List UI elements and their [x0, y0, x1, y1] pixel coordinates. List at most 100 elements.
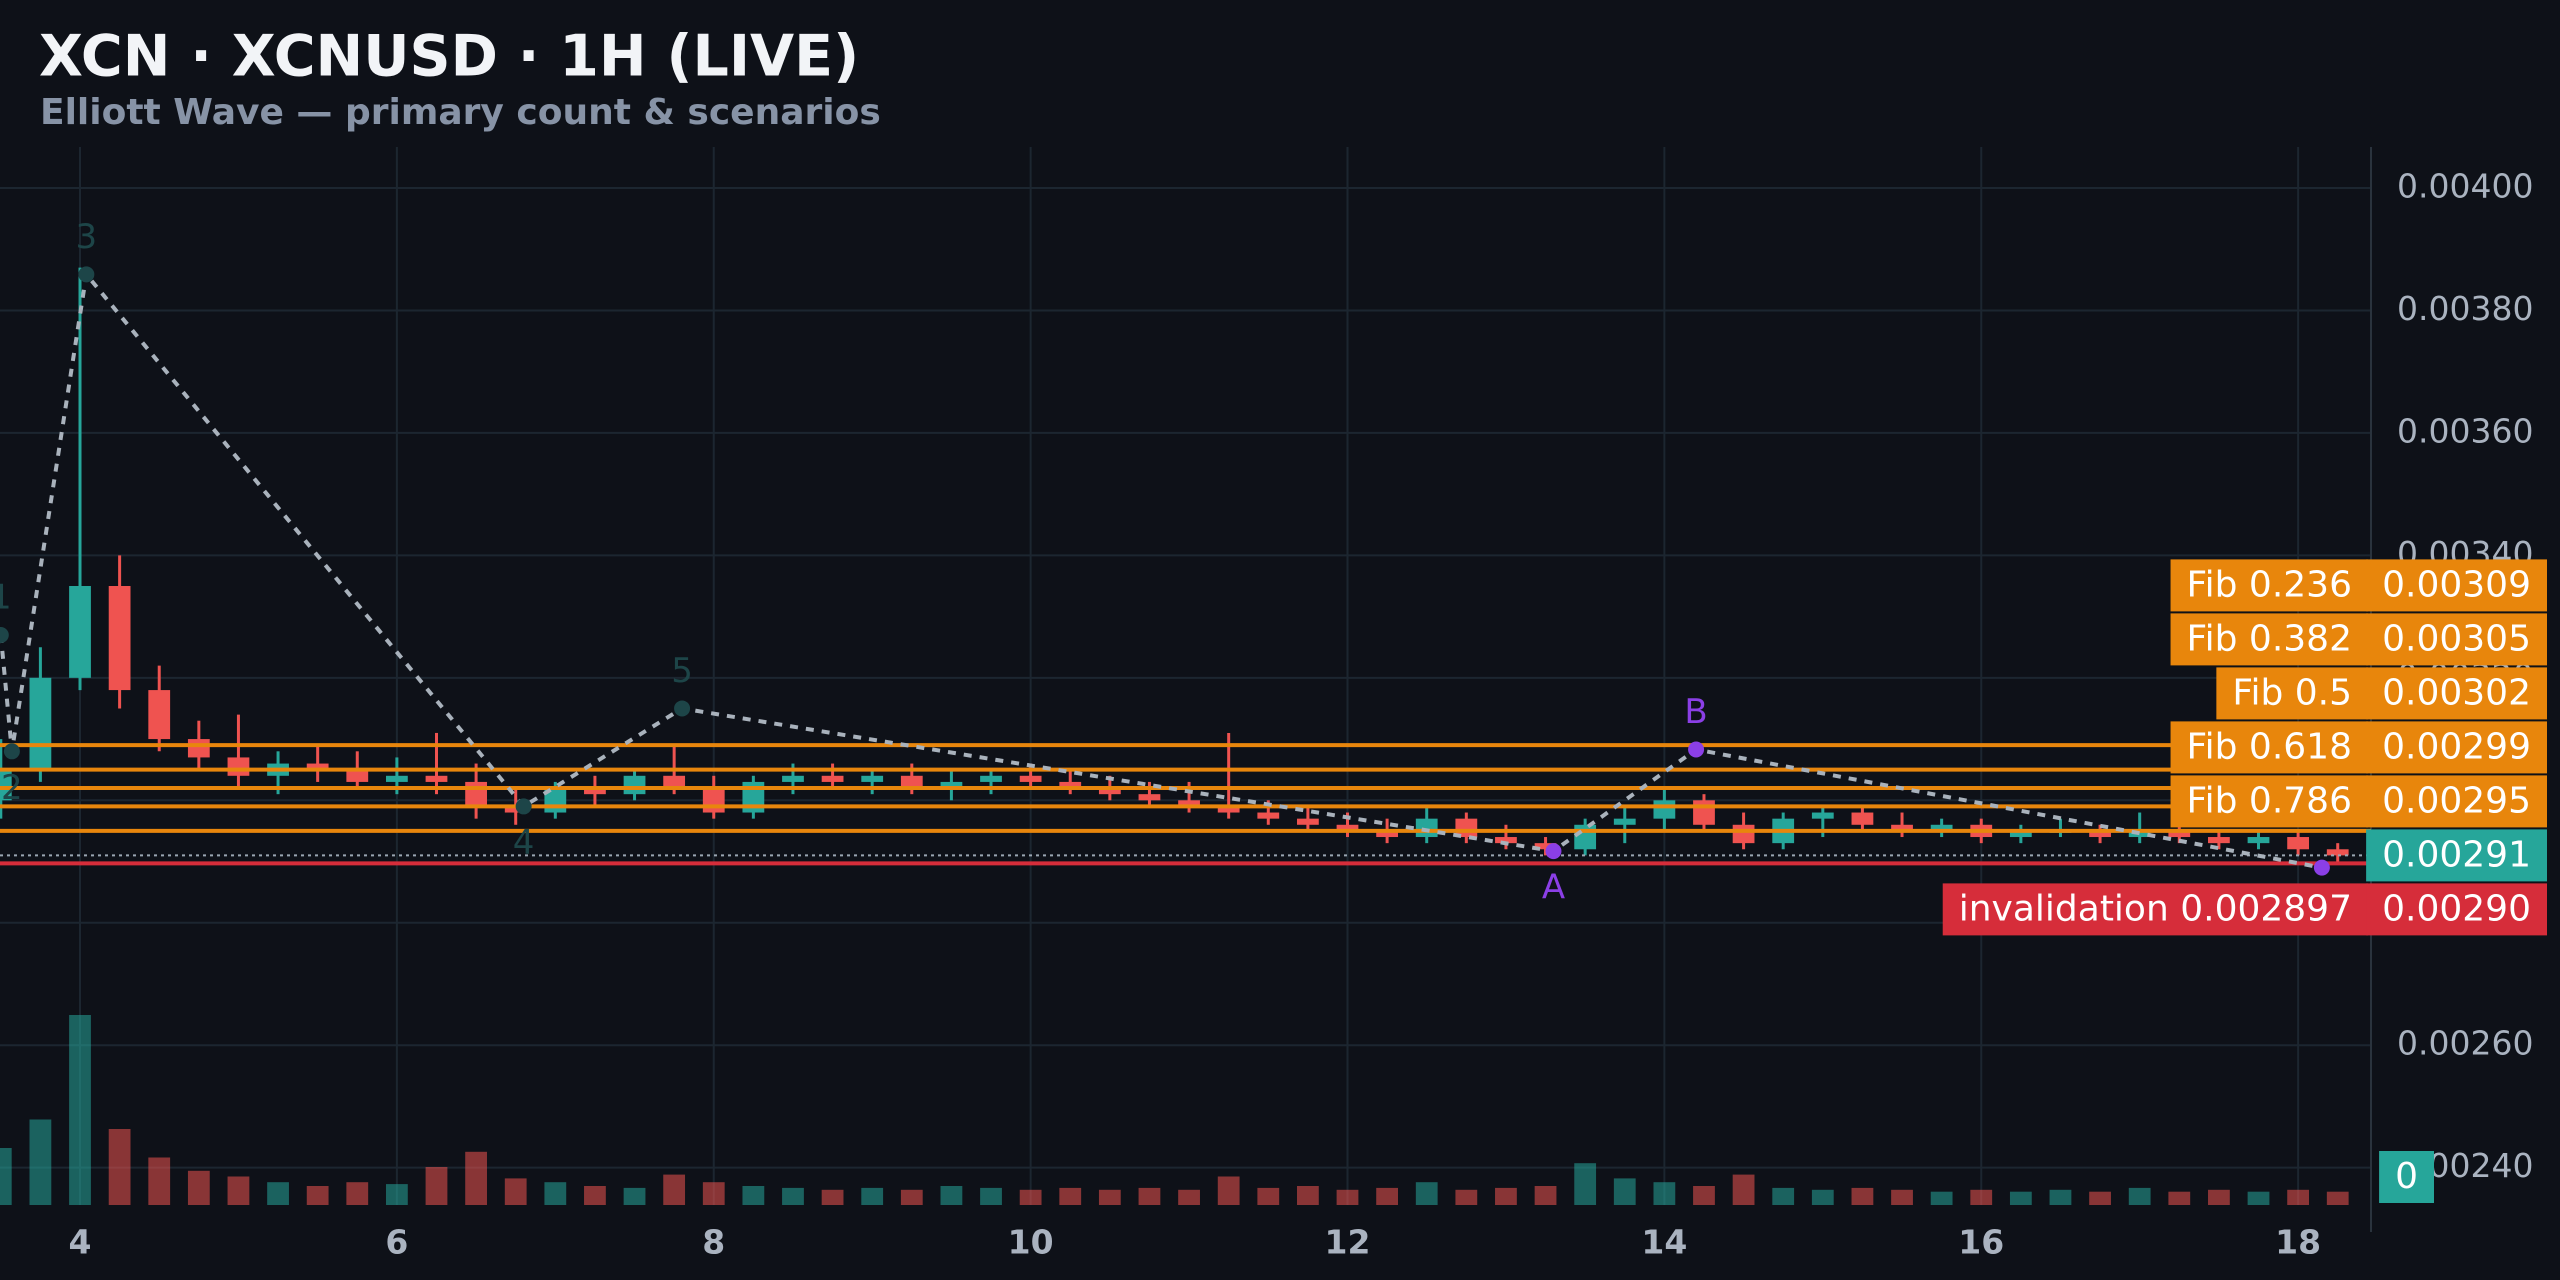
fib-price-text: 0.00302 [2382, 672, 2531, 713]
candle-body [861, 775, 884, 782]
volume-bar [1257, 1187, 1280, 1205]
fib-name-box [2170, 775, 2368, 828]
volume-bar [2168, 1191, 2191, 1205]
volume-bar [2247, 1191, 2270, 1205]
volume-bar [2326, 1191, 2349, 1205]
invalidation-price-box [2366, 883, 2547, 936]
candle-body [108, 585, 131, 691]
volume-bar [2009, 1191, 2032, 1205]
candle-body [1693, 800, 1715, 825]
fib-name-text: Fib 0.618 [2187, 726, 2352, 767]
candle-body [2287, 837, 2310, 850]
x-tick-label: 4 [69, 1223, 92, 1262]
candle-body [782, 775, 804, 782]
fib-name-box [2170, 613, 2368, 666]
wave-point [1688, 741, 1705, 758]
volume-bar [2049, 1189, 2072, 1205]
candle-body [1851, 812, 1874, 825]
volume-bar [1772, 1187, 1795, 1205]
candle-body [148, 690, 171, 740]
candle-body [306, 763, 329, 770]
last-volume-box [2379, 1151, 2434, 1203]
candle-body [1138, 794, 1161, 801]
candle-body [1891, 824, 1913, 831]
volume-bar [1019, 1189, 1042, 1205]
volume-bar [1693, 1186, 1715, 1205]
volume-bar [267, 1182, 289, 1205]
volume-bar [425, 1167, 448, 1205]
candle-body [1059, 781, 1082, 789]
volume-bar [108, 1129, 131, 1205]
candle-body [504, 806, 527, 813]
volume-bar [663, 1174, 686, 1205]
volume-bar [504, 1178, 527, 1205]
candle-body [2326, 849, 2349, 856]
volume-bar [1534, 1186, 1557, 1205]
candle-body [2089, 830, 2111, 838]
fib-price-box [2366, 559, 2547, 612]
volume-bar [1217, 1176, 1240, 1205]
invalidation-name-box [1942, 883, 2368, 936]
volume-bar [1930, 1191, 1953, 1205]
volume-bar [2287, 1189, 2310, 1205]
volume-bar [306, 1186, 329, 1205]
volume-bar [1178, 1189, 1200, 1205]
candle-body [2247, 837, 2270, 844]
invalidation-name-text: invalidation 0.002897 [1959, 888, 2352, 929]
volume-bar [1138, 1187, 1161, 1205]
last-price-box [2366, 829, 2547, 882]
candle-body [1574, 824, 1597, 850]
chart-title: XCN · XCNUSD · 1H (LIVE) [39, 24, 859, 90]
wave-label: 2 [1, 768, 23, 808]
y-tick-label: 0.00260 [2397, 1024, 2533, 1063]
fib-price-text: 0.00305 [2382, 618, 2531, 659]
fib-name-text: Fib 0.5 [2232, 672, 2352, 713]
candle-body [940, 781, 963, 789]
candle-body [1930, 824, 1953, 831]
candle-body [0, 769, 12, 801]
candle-body [187, 739, 210, 758]
wave-point [674, 700, 691, 717]
wave-label: 1 [0, 577, 12, 617]
candle-body [623, 775, 646, 795]
fib-name-box [2170, 721, 2368, 774]
last-price-text: 0.00291 [2382, 834, 2531, 875]
candle-body [1019, 775, 1042, 782]
volume-bar [940, 1186, 963, 1205]
volume-bar [584, 1186, 606, 1205]
invalidation-price-text: 0.00290 [2382, 888, 2531, 929]
candle-body [2009, 830, 2032, 838]
wave-label: 5 [671, 651, 693, 691]
candle-body [385, 775, 408, 782]
candle-body [1217, 806, 1240, 813]
candle-body [1178, 800, 1200, 807]
volume-bar [1415, 1182, 1438, 1205]
volume-bar [1296, 1186, 1319, 1205]
volume-bar [187, 1170, 210, 1205]
volume-bar [2208, 1189, 2230, 1205]
y-tick-label: 0.00360 [2397, 411, 2533, 450]
volume-bar [2089, 1191, 2111, 1205]
volume-bar [1336, 1189, 1359, 1205]
x-tick-label: 12 [1325, 1223, 1371, 1262]
volume-bar [1613, 1178, 1636, 1205]
volume-bar [1653, 1182, 1676, 1205]
candle-body [425, 775, 448, 782]
fib-name-text: Fib 0.236 [2187, 564, 2352, 605]
candle-body [663, 775, 686, 789]
candle-body [1653, 800, 1676, 819]
wave-point [3, 743, 20, 760]
candle-body [1732, 824, 1755, 844]
volume-bar [1495, 1187, 1517, 1205]
candle-body [584, 788, 606, 795]
candle-body [1376, 830, 1399, 838]
volume-bar [1891, 1189, 1913, 1205]
wave-point [515, 798, 532, 815]
volume-bar [148, 1157, 171, 1205]
volume-bar [1851, 1187, 1874, 1205]
fib-price-text: 0.00309 [2382, 564, 2531, 605]
volume-bar [1970, 1189, 1993, 1205]
volume-bar [623, 1187, 646, 1205]
